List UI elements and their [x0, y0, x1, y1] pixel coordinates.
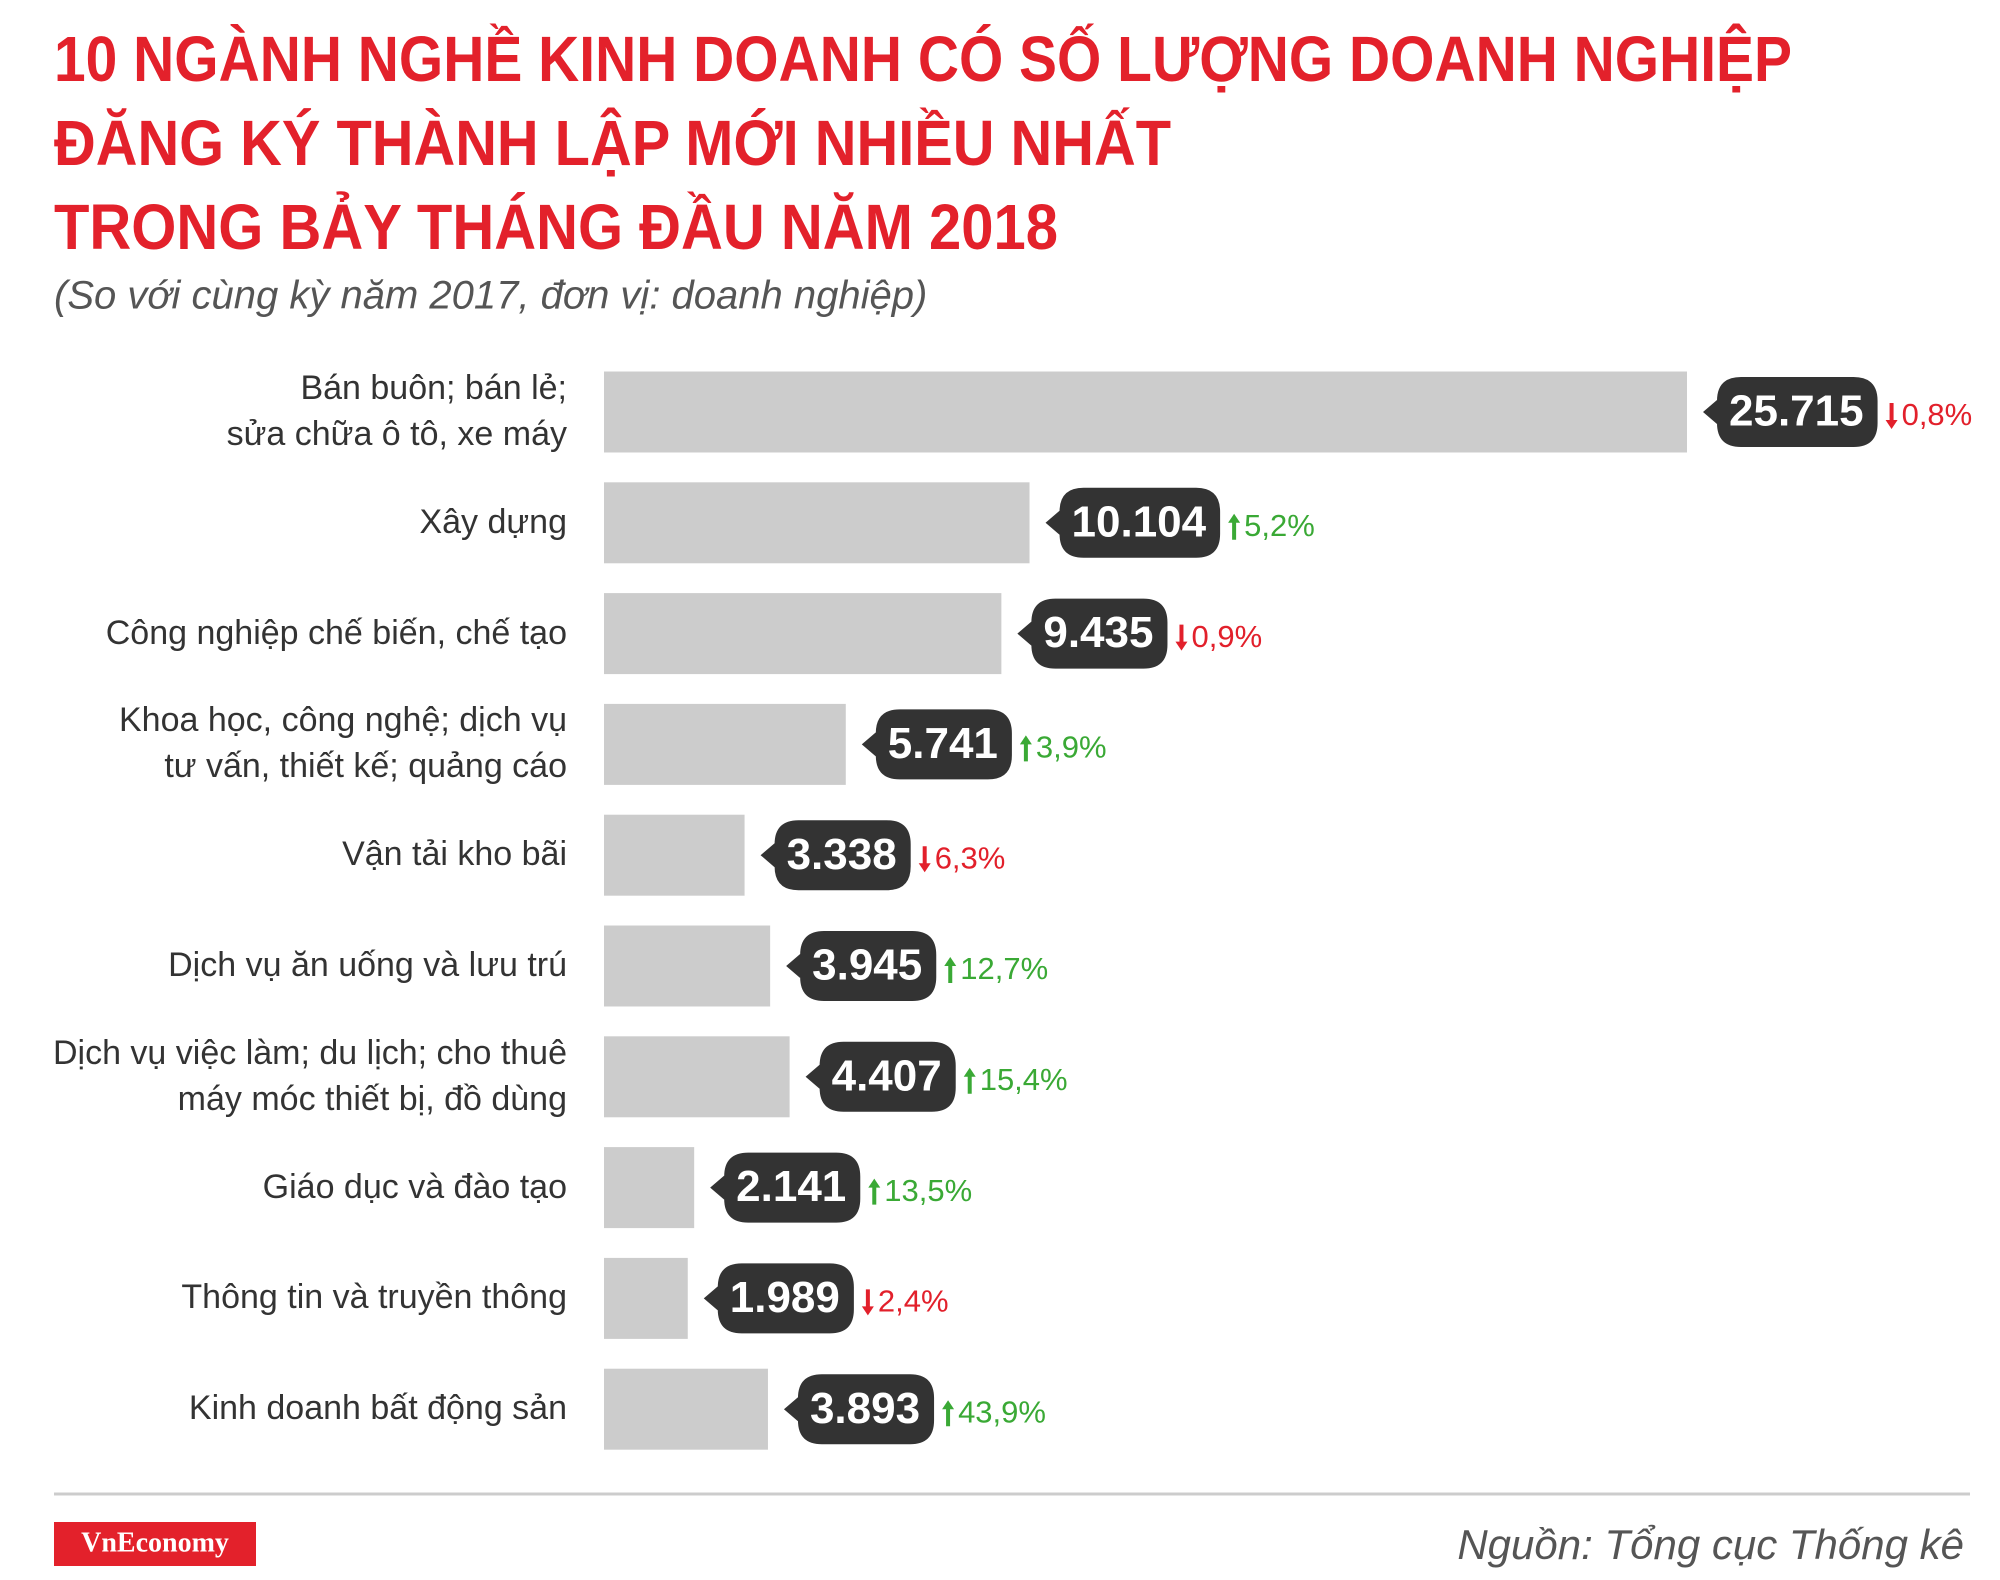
change-label: 6,3% [935, 840, 1006, 875]
category-label: Khoa học, công nghệ; dịch vụ tư vấn, thi… [119, 701, 567, 786]
change-label: 15,4% [980, 1062, 1068, 1097]
bar [604, 1036, 790, 1118]
value-label: 3.338 [787, 830, 897, 879]
category-label: Xây dựng [419, 502, 567, 541]
value-label: 25.715 [1729, 387, 1864, 436]
change-label: 0,8% [1902, 397, 1973, 432]
value-label: 2.141 [736, 1162, 846, 1211]
change-label: 13,5% [884, 1173, 972, 1208]
value-label: 4.407 [832, 1051, 942, 1100]
value-bubble [786, 931, 937, 1001]
brand-box [54, 1522, 256, 1566]
value-label: 3.945 [812, 941, 922, 990]
value-bubble [760, 820, 911, 891]
value-bubble [805, 1041, 956, 1112]
value-label: 5.741 [888, 719, 998, 768]
change-arrow [1175, 624, 1188, 651]
value-bubble [1703, 377, 1878, 447]
chart-title: ĐĂNG KÝ THÀNH LẬP MỚI NHIỀU NHẤT [54, 106, 1171, 179]
bar [604, 1147, 695, 1229]
value-bubble [861, 709, 1012, 780]
change-arrow [1885, 403, 1898, 429]
change-label: 0,9% [1191, 619, 1262, 654]
source: Nguồn: Tổng cục Thống kê [1457, 1521, 1964, 1568]
category-label: Bán buôn; bán lẻ; sửa chữa ô tô, xe máy [226, 369, 567, 453]
category-label: Dịch vụ ăn uống và lưu trú [168, 946, 567, 985]
bar [604, 1368, 768, 1450]
change-arrow [1228, 513, 1241, 540]
bar [604, 482, 1030, 564]
value-bubble [1017, 598, 1168, 669]
change-arrow [868, 1178, 881, 1205]
bar [604, 371, 1687, 453]
value-bubble [710, 1152, 861, 1223]
value-label: 10.104 [1072, 497, 1207, 546]
category-label: Kinh doanh bất động sản [188, 1389, 567, 1428]
bar [604, 703, 846, 785]
value-label: 1.989 [730, 1273, 840, 1322]
brand: VnEconomy [81, 1527, 229, 1558]
change-label: 3,9% [1036, 730, 1107, 765]
change-arrow [918, 846, 931, 873]
change-arrow [1019, 735, 1032, 762]
category-label: Công nghiệp chế biến, chế tạo [105, 613, 567, 652]
value-label: 3.893 [810, 1384, 920, 1433]
change-label: 5,2% [1244, 508, 1315, 543]
value-bubble [783, 1374, 935, 1445]
change-label: 12,7% [960, 951, 1048, 986]
change-arrow [942, 1400, 955, 1427]
chart-subtitle: (So với cùng kỳ năm 2017, đơn vị: doanh … [54, 274, 927, 318]
category-label: Giáo dục và đào tạo [262, 1167, 567, 1206]
chart-title: TRONG BẢY THÁNG ĐẦU NĂM 2018 [54, 190, 1058, 263]
chart-title: 10 NGÀNH NGHỀ KINH DOANH CÓ SỐ LƯỢNG DOA… [54, 22, 1792, 95]
change-arrow [944, 957, 957, 983]
change-label: 2,4% [878, 1284, 949, 1319]
value-bubble [703, 1263, 854, 1334]
bar [604, 925, 771, 1007]
change-arrow [861, 1289, 874, 1316]
value-bubble [1045, 487, 1221, 558]
bar [604, 1257, 688, 1339]
change-label: 43,9% [958, 1394, 1046, 1429]
bar [604, 593, 1002, 675]
value-label: 9.435 [1043, 608, 1153, 657]
category-label: Dịch vụ việc làm; du lịch; cho thuê máy … [52, 1033, 567, 1118]
category-label: Vận tải kho bãi [342, 835, 567, 874]
bar [604, 814, 745, 896]
change-arrow [963, 1067, 976, 1094]
category-label: Thông tin và truyền thông [181, 1278, 567, 1317]
